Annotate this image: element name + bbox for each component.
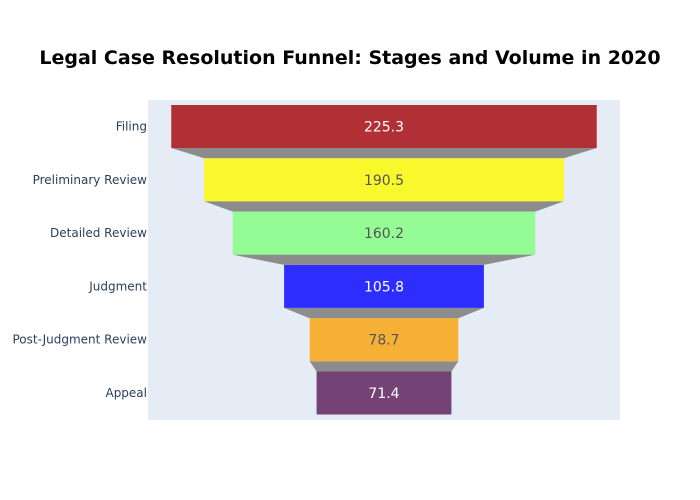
funnel-connectors [171, 148, 597, 372]
chart-title: Legal Case Resolution Funnel: Stages and… [39, 47, 660, 69]
funnel-value-label: 160.2 [364, 226, 404, 242]
funnel-category-label: Filing [116, 120, 147, 134]
funnel-connector [284, 307, 484, 319]
funnel-connector [309, 361, 459, 372]
funnel-category-label: Judgment [88, 279, 147, 293]
funnel-value-label: 225.3 [364, 120, 404, 136]
funnel-bar[interactable] [171, 105, 597, 148]
funnel-category-label: Preliminary Review [33, 173, 148, 187]
funnel-value-label: 71.4 [368, 386, 399, 402]
funnel-value-labels: 225.3 190.5 160.2 105.8 78.7 71.4 [364, 120, 404, 403]
funnel-category-label: Appeal [105, 386, 147, 400]
funnel-value-label: 105.8 [364, 279, 404, 295]
funnel-bar[interactable] [204, 158, 564, 202]
funnel-value-label: 78.7 [368, 333, 399, 349]
funnel-bar[interactable] [316, 371, 452, 415]
funnel-connector [232, 254, 536, 265]
funnel-bars [171, 105, 597, 415]
funnel-value-label: 190.5 [364, 173, 404, 189]
funnel-connector [204, 201, 564, 212]
funnel-category-labels: Filing Preliminary Review Detailed Review J… [13, 120, 148, 401]
funnel-connector [171, 148, 597, 159]
funnel-bar[interactable] [284, 264, 484, 308]
funnel-category-label: Detailed Review [50, 226, 147, 240]
funnel-bar[interactable] [232, 211, 536, 255]
funnel-category-label: Post-Judgment Review [13, 333, 148, 347]
funnel-bar[interactable] [309, 318, 459, 362]
